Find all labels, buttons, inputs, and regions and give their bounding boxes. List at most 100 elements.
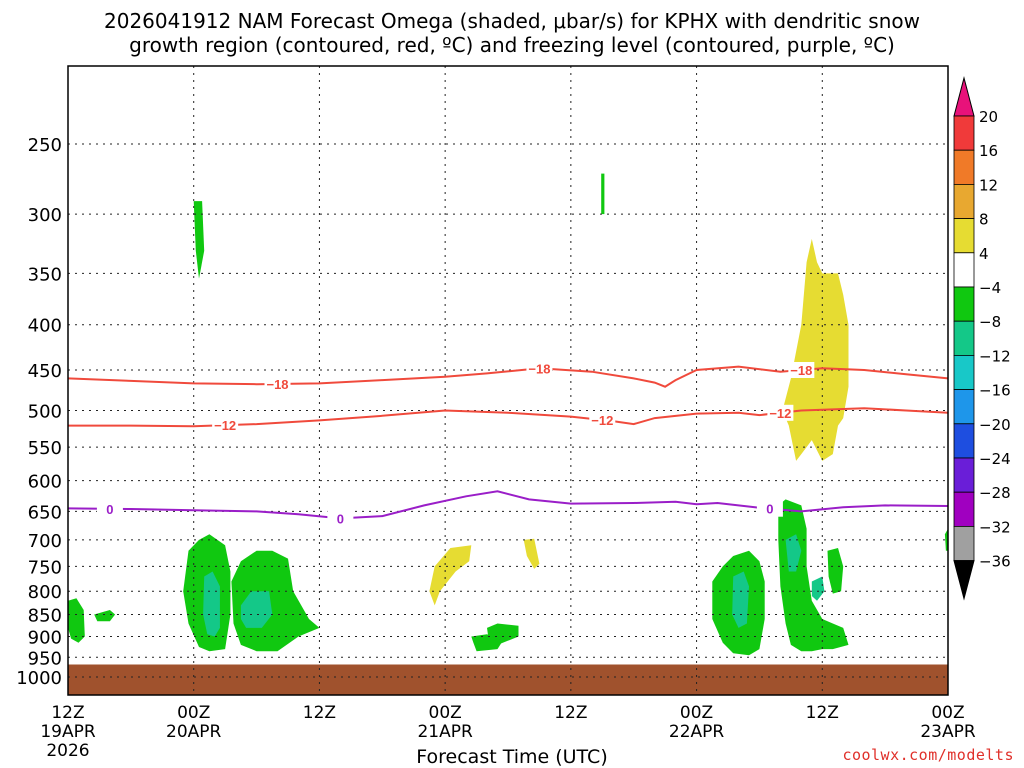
y-tick-label: 550 xyxy=(28,438,62,459)
omega-region xyxy=(601,173,605,215)
y-tick-label: 300 xyxy=(28,205,62,226)
contour-label: −18 xyxy=(790,363,812,378)
contour-label: −18 xyxy=(528,361,550,376)
colorbar-label: 4 xyxy=(979,245,989,263)
colorbar-segment xyxy=(953,457,975,493)
contour-label-bg xyxy=(526,360,553,377)
colorbar-segment xyxy=(953,389,975,425)
x-tick-label: 23APR xyxy=(920,722,976,742)
y-tick-label: 900 xyxy=(28,627,62,648)
colorbar-segment xyxy=(953,218,975,254)
omega-region xyxy=(827,548,844,594)
omega-region xyxy=(785,534,802,572)
contour-label: −12 xyxy=(591,413,613,428)
x-tick-label: 2026 xyxy=(46,741,89,761)
plot-border xyxy=(67,65,949,696)
colorbar-label: −28 xyxy=(979,484,1011,502)
contour-label: 0 xyxy=(337,511,344,526)
omega-region xyxy=(732,571,749,628)
contour-label-bg xyxy=(212,417,239,434)
colorbar-segment xyxy=(953,149,975,185)
omega-region xyxy=(240,591,273,628)
y-tick-label: 600 xyxy=(28,472,62,493)
x-axis-title: Forecast Time (UTC) xyxy=(416,746,608,768)
colorbar-label: 8 xyxy=(979,211,989,229)
colorbar-label: −16 xyxy=(979,382,1011,400)
y-tick-label: 850 xyxy=(28,606,62,627)
omega-region xyxy=(68,598,85,643)
chart-title-line-1: 2026041912 NAM Forecast Omega (shaded, μ… xyxy=(104,9,920,33)
colorbar-triangle-bottom xyxy=(953,560,975,601)
y-tick-label: 700 xyxy=(28,531,62,552)
x-tick-label: 12Z xyxy=(554,703,587,723)
colorbar-segment xyxy=(953,354,975,390)
y-tick-label: 400 xyxy=(28,316,62,337)
colorbar-segment xyxy=(953,526,975,562)
x-tick-label: 22APR xyxy=(669,722,725,742)
y-tick-label: 650 xyxy=(28,502,62,523)
contour-label-bg xyxy=(756,500,783,517)
contour-line-0 xyxy=(67,490,949,520)
ground-surface xyxy=(68,664,948,695)
colorbar-label: −20 xyxy=(979,416,1011,434)
x-tick-label: 00Z xyxy=(680,703,713,723)
omega-region xyxy=(471,634,503,652)
x-tick-label: 21APR xyxy=(417,722,473,742)
chart-title-line-2: growth region (contoured, red, ºC) and f… xyxy=(129,33,895,57)
colorbar-triangle-top xyxy=(953,76,975,117)
x-tick-label: 12Z xyxy=(51,703,84,723)
colorbar-segment xyxy=(953,423,975,459)
colorbar-segment xyxy=(953,320,975,356)
x-tick-label: 19APR xyxy=(40,722,96,742)
x-tick-label: 00Z xyxy=(429,703,462,723)
colorbar-segment xyxy=(953,491,975,527)
y-tick-label: 750 xyxy=(28,557,62,578)
omega-region xyxy=(94,610,116,622)
colorbar-segment xyxy=(953,252,975,288)
omega-region xyxy=(811,576,825,601)
contour-label: 0 xyxy=(106,502,113,517)
colorbar-label: 16 xyxy=(979,142,998,160)
colorbar-label: −4 xyxy=(979,279,1001,297)
omega-region xyxy=(523,538,540,569)
y-tick-label: 350 xyxy=(28,264,62,285)
colorbar-segment xyxy=(953,286,975,322)
contour-label: 0 xyxy=(766,502,773,517)
contour-label-bg xyxy=(96,500,123,517)
x-tick-label: 12Z xyxy=(806,703,839,723)
contour-label-bg xyxy=(264,375,291,392)
colorbar-label: −32 xyxy=(979,518,1011,536)
y-tick-label: 500 xyxy=(28,402,62,423)
contour-label-bg xyxy=(327,510,354,527)
y-tick-label: 950 xyxy=(28,648,62,669)
x-tick-label: 20APR xyxy=(166,722,222,742)
omega-region xyxy=(782,238,849,461)
contour-label: −12 xyxy=(214,418,236,433)
x-tick-label: 12Z xyxy=(303,703,336,723)
omega-region xyxy=(203,571,220,637)
colorbar-label: −36 xyxy=(979,553,1011,571)
contour-label: −18 xyxy=(266,377,288,392)
omega-region xyxy=(429,545,472,606)
colorbar-label: 12 xyxy=(979,176,998,194)
colorbar-label: 20 xyxy=(979,108,998,126)
y-tick-label: 450 xyxy=(28,361,62,382)
credit-link[interactable]: coolwx.com/modelts xyxy=(842,746,1014,764)
x-tick-label: 00Z xyxy=(931,703,964,723)
y-tick-label: 800 xyxy=(28,582,62,603)
omega-region xyxy=(944,528,948,551)
colorbar-label: −12 xyxy=(979,347,1011,365)
colorbar-label: −24 xyxy=(979,450,1011,468)
contour-label-bg xyxy=(788,361,815,378)
x-tick-label: 00Z xyxy=(177,703,210,723)
contour-label-bg xyxy=(767,404,794,421)
y-tick-label: 250 xyxy=(28,135,62,156)
colorbar-segment xyxy=(953,115,975,151)
omega-region xyxy=(193,201,205,279)
contour-label: −12 xyxy=(769,406,791,421)
colorbar-label: −8 xyxy=(979,313,1001,331)
y-tick-label: 1000 xyxy=(16,668,62,689)
colorbar-segment xyxy=(953,183,975,219)
contour-label-bg xyxy=(589,411,616,428)
